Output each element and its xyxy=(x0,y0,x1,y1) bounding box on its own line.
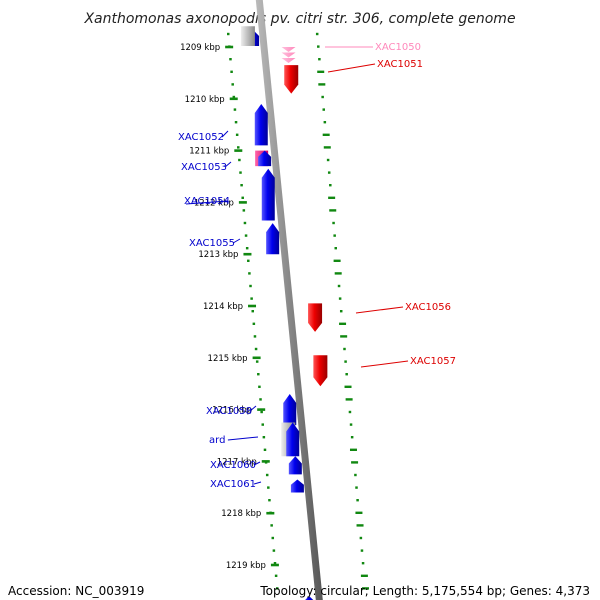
gene-feature xyxy=(258,150,272,167)
gene-XAC1060 xyxy=(288,456,302,475)
kbp-tick-label: 1210 kbp xyxy=(185,95,225,105)
gene-leader-line xyxy=(224,161,232,168)
gene-label: XAC1053 xyxy=(181,162,227,173)
gene-XAC1061 xyxy=(290,479,304,493)
gene-XAC1058 xyxy=(283,394,297,426)
gene-XAC1054 xyxy=(261,168,275,221)
gene-feature xyxy=(240,26,255,46)
kbp-tick-label: 1209 kbp xyxy=(180,43,220,53)
gene-label: XAC1050 xyxy=(375,42,421,53)
pseudo-gene-chevron xyxy=(281,52,296,58)
topology-text: Topology: circular; Length: 5,175,554 bp… xyxy=(260,584,590,598)
gene-label: XAC1057 xyxy=(410,356,456,367)
gene-leader-line xyxy=(355,306,404,314)
gene-label: XAC1055 xyxy=(189,238,235,249)
kbp-tick-label: 1211 kbp xyxy=(189,147,229,157)
kbp-tick-label: 1213 kbp xyxy=(198,250,238,260)
kbp-tick-label: 1218 kbp xyxy=(221,509,261,519)
outer-cds-ring xyxy=(315,32,369,590)
gene-XAC1056 xyxy=(308,303,323,332)
kbp-tick-label: 1212 kbp xyxy=(194,198,234,208)
gene-label: XAC1061 xyxy=(210,479,256,490)
gene-label: XAC1060 xyxy=(210,460,256,471)
gene-leader-line xyxy=(185,200,229,205)
gene-leader-line xyxy=(232,238,241,244)
gene-leader-line xyxy=(227,436,259,441)
gene-leader-line xyxy=(253,481,262,485)
gene-leader-line xyxy=(253,461,261,466)
gene-XAC1050 xyxy=(281,47,296,63)
genome-backbone xyxy=(255,0,323,600)
gene-labels: XAC1050 XAC1051 XAC1052 XAC1053 XAC1054 XAC10… xyxy=(178,42,456,490)
pseudo-gene-chevron xyxy=(281,47,296,52)
gene-label: XAC1054 xyxy=(184,196,230,207)
kbp-tick-label: 1216 kbp xyxy=(212,406,252,416)
gene-label: XAC1058 xyxy=(206,406,252,417)
map-title: Xanthomonas axonopodis pv. citri str. 30… xyxy=(83,11,515,27)
accession-text: Accession: NC_003919 xyxy=(8,584,145,598)
gene-XAC1052 xyxy=(254,103,268,146)
gene-leader-line xyxy=(360,360,409,368)
gene-label: ard xyxy=(209,435,225,446)
gene-XAC1055 xyxy=(266,223,280,255)
kbp-tick-label: 1215 kbp xyxy=(208,354,248,364)
gene-features xyxy=(240,26,328,600)
kbp-scale: 1209 kbp 1210 kbp 1211 kbp 1212 kbp 1213 kbp… xyxy=(180,43,279,571)
kbp-tick-label: 1214 kbp xyxy=(203,302,243,312)
gene-leader-line xyxy=(327,63,376,73)
gene-label: XAC1056 xyxy=(405,302,451,313)
backbone-strand xyxy=(255,0,323,600)
gene-XAC1051 xyxy=(284,65,299,94)
gene-label: XAC1052 xyxy=(178,132,224,143)
kbp-tick-label: 1217 kbp xyxy=(217,457,257,467)
gene-label: XAC1051 xyxy=(377,59,423,70)
pseudo-gene-chevron xyxy=(281,58,296,63)
gene-feature xyxy=(286,422,300,457)
cds-tick-rings xyxy=(227,32,369,590)
gene-leader-line xyxy=(249,405,257,412)
gene-leader-line xyxy=(221,130,229,138)
gene-feature xyxy=(305,596,314,600)
gene-XAC1057 xyxy=(313,355,328,387)
kbp-tick-label: 1219 kbp xyxy=(226,561,266,571)
